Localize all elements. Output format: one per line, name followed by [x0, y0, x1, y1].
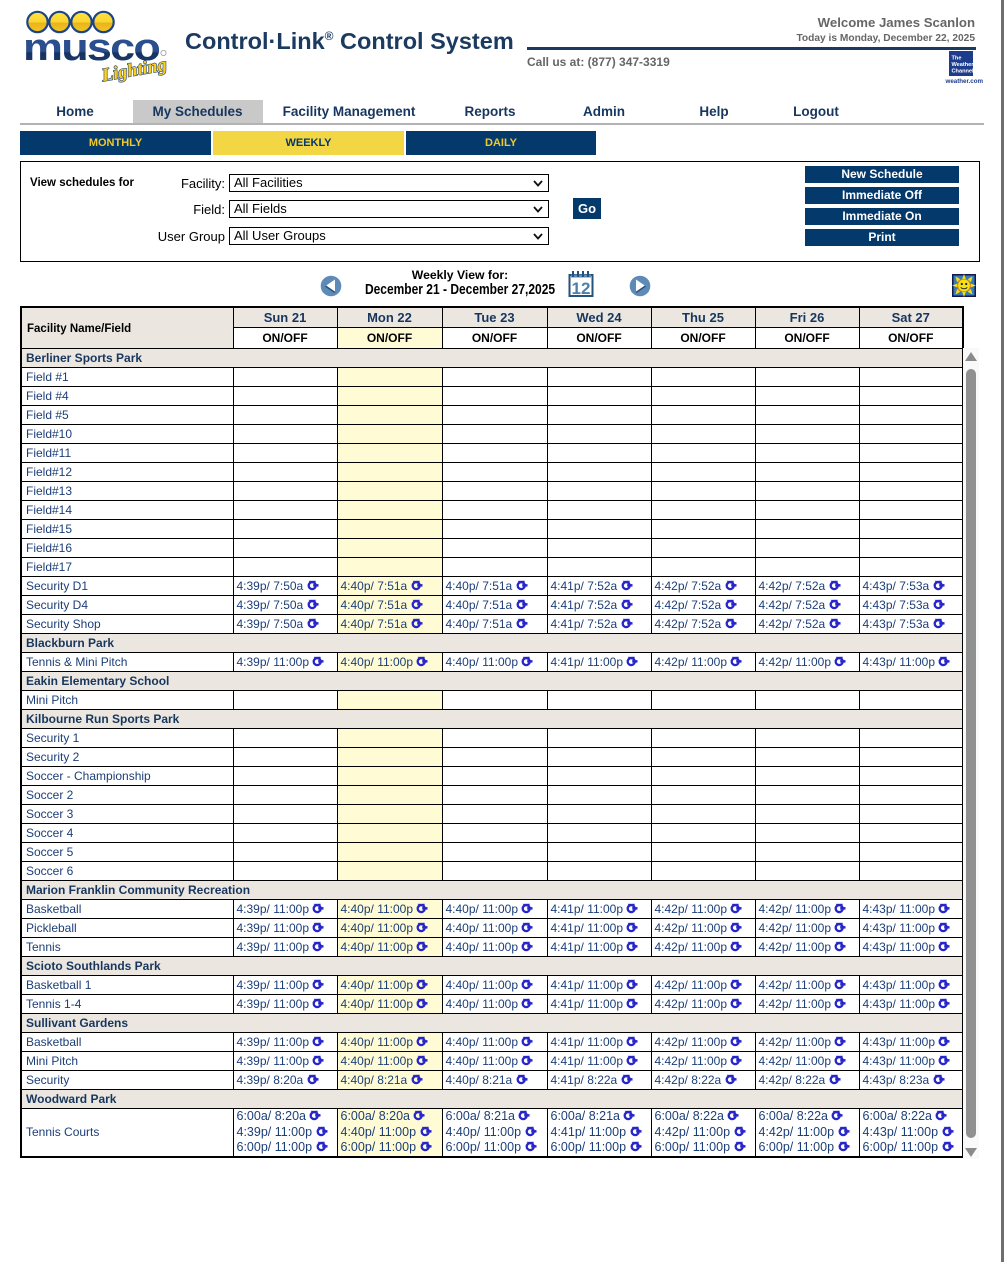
svg-text:Channel: Channel [952, 69, 975, 75]
svg-text:Weather: Weather [952, 62, 975, 68]
svg-text:musco: musco [23, 27, 159, 69]
svg-text:The: The [952, 56, 962, 62]
svg-text:weather.com: weather.com [945, 78, 984, 85]
svg-text:12: 12 [572, 279, 591, 298]
